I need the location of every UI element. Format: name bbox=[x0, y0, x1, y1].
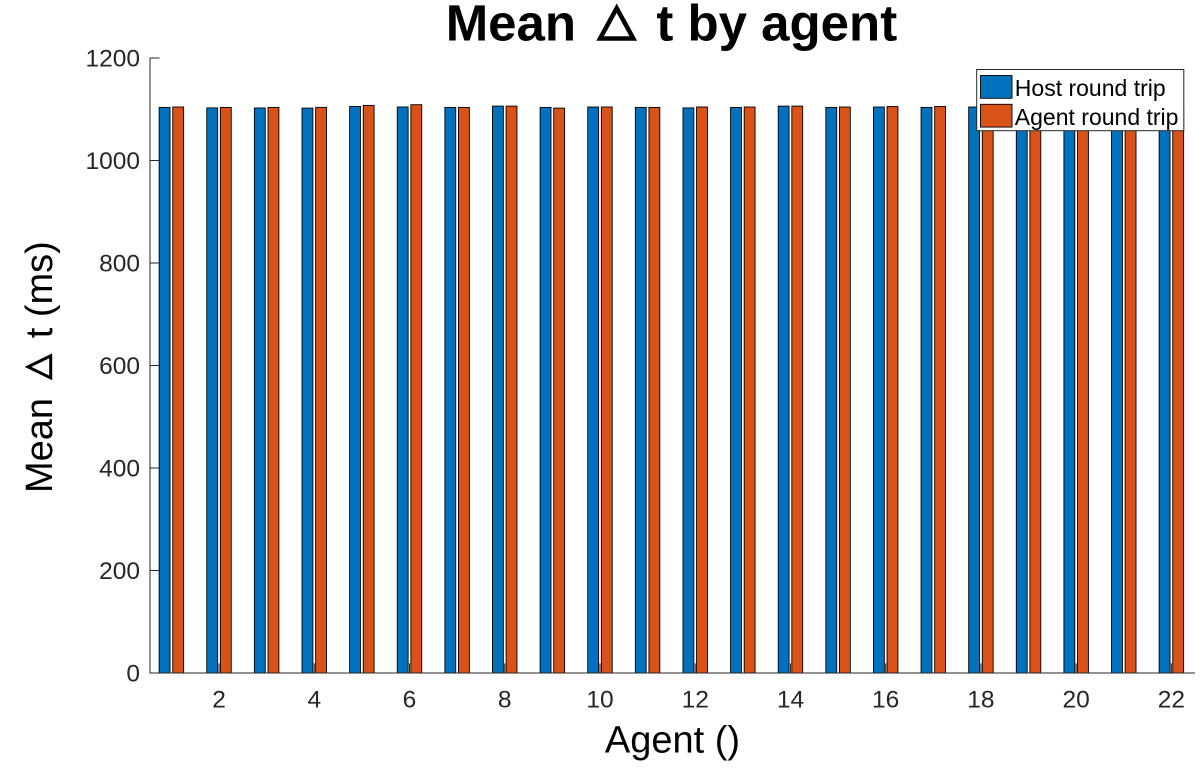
svg-text:600: 600 bbox=[99, 353, 140, 380]
svg-text:12: 12 bbox=[682, 686, 709, 713]
svg-text:t (ms): t (ms) bbox=[19, 241, 61, 338]
svg-text:1000: 1000 bbox=[85, 148, 140, 175]
svg-text:2: 2 bbox=[212, 686, 226, 713]
svg-text:400: 400 bbox=[99, 456, 140, 483]
svg-text:22: 22 bbox=[1158, 686, 1185, 713]
svg-text:16: 16 bbox=[872, 686, 899, 713]
svg-text:t by agent: t by agent bbox=[656, 0, 897, 52]
svg-text:Host round trip: Host round trip bbox=[1015, 75, 1166, 101]
svg-text:200: 200 bbox=[99, 558, 140, 585]
svg-text:0: 0 bbox=[126, 661, 140, 688]
svg-text:18: 18 bbox=[967, 686, 994, 713]
svg-text:Agent (): Agent () bbox=[605, 719, 740, 761]
svg-text:20: 20 bbox=[1063, 686, 1090, 713]
svg-text:Agent round trip: Agent round trip bbox=[1015, 104, 1179, 130]
svg-text:8: 8 bbox=[498, 686, 512, 713]
svg-text:10: 10 bbox=[586, 686, 613, 713]
svg-text:6: 6 bbox=[403, 686, 417, 713]
svg-text:800: 800 bbox=[99, 251, 140, 278]
svg-text:4: 4 bbox=[307, 686, 321, 713]
svg-text:14: 14 bbox=[777, 686, 804, 713]
svg-text:Mean: Mean bbox=[19, 398, 61, 493]
svg-text:1200: 1200 bbox=[85, 46, 140, 73]
svg-text:Mean: Mean bbox=[446, 0, 576, 52]
